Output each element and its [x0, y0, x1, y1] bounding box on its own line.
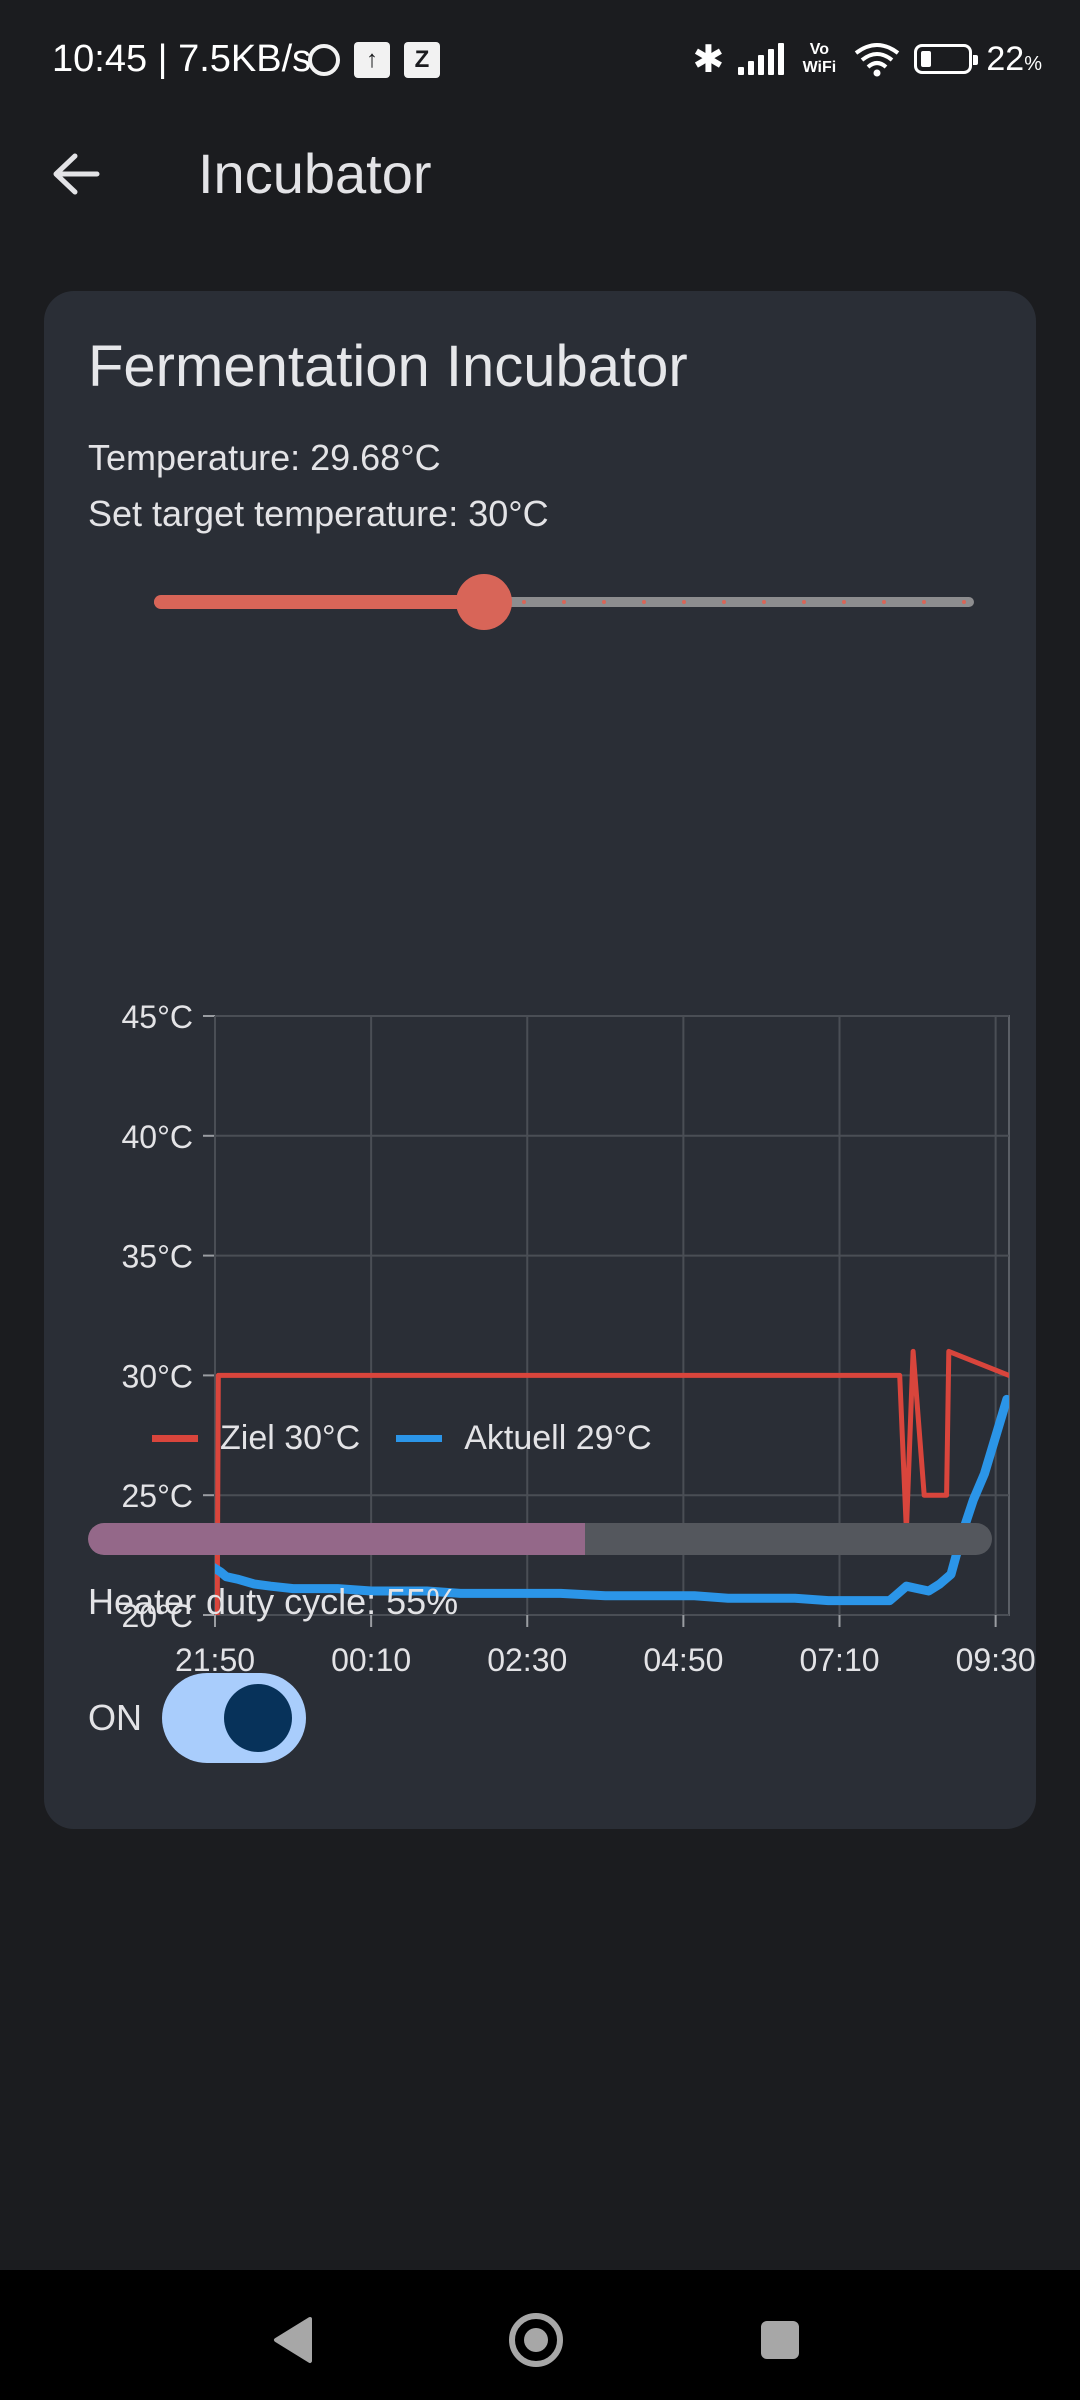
power-switch-label: ON: [88, 1697, 142, 1738]
current-temperature: Temperature: 29.68°C: [88, 437, 441, 478]
slider-tick: [922, 600, 926, 604]
slider-tick: [442, 600, 446, 604]
slider-thumb[interactable]: [455, 574, 512, 630]
signal-app-icon: [308, 44, 340, 76]
x-tick-label: 07:10: [799, 1642, 879, 1678]
slider-ticks: [162, 599, 966, 605]
back-button[interactable]: [36, 134, 116, 214]
page-title: Incubator: [198, 142, 432, 205]
legend-swatch-target: [152, 1435, 198, 1442]
slider-tick: [282, 600, 286, 604]
z-app-icon: Z: [404, 42, 440, 78]
y-tick-label: 35°C: [122, 1239, 194, 1275]
temperature-chart: 20°C 25°C 30°C 35°C 40°C 45°C 21:50 00:10 02:30 0…: [122, 999, 1036, 1678]
legend-item-target: Ziel 30°C: [152, 1419, 360, 1458]
nav-home-button[interactable]: [496, 2300, 576, 2380]
target-temperature-slider[interactable]: [154, 566, 974, 636]
slider-tick: [362, 600, 366, 604]
nav-back-button[interactable]: [252, 2300, 332, 2380]
slider-tick: [522, 600, 526, 604]
slider-tick: [682, 600, 686, 604]
slider-tick: [722, 600, 726, 604]
chart-legend: Ziel 30°C Aktuell 29°C: [152, 1419, 688, 1458]
power-switch-row: ON: [88, 1673, 306, 1763]
legend-swatch-actual: [396, 1435, 443, 1442]
bluetooth-icon: ✱: [692, 38, 725, 81]
triangle-back-icon: [274, 2317, 312, 2363]
x-tick-label: 04:50: [643, 1642, 723, 1678]
circle-home-icon: [509, 2313, 563, 2367]
y-tick-label: 20°C: [122, 1598, 194, 1634]
cellular-signal-icon: [738, 43, 785, 75]
x-tick-label: 00:10: [331, 1642, 411, 1678]
legend-item-actual: Aktuell 29°C: [396, 1419, 652, 1458]
slider-tick: [882, 600, 886, 604]
power-switch[interactable]: [162, 1673, 306, 1763]
slider-tick: [802, 600, 806, 604]
slider-tick: [202, 600, 206, 604]
slider-tick: [322, 600, 326, 604]
vowifi-icon: Vo WiFi: [802, 41, 837, 76]
square-recents-icon: [761, 2321, 799, 2359]
slider-tick: [762, 600, 766, 604]
card-title: Fermentation Incubator: [88, 334, 688, 399]
battery-percent: 22%: [986, 39, 1042, 78]
heater-duty-progress-fill: [88, 1523, 586, 1555]
x-tick-label: 21:50: [175, 1642, 255, 1678]
heater-duty-progress: [88, 1523, 992, 1555]
legend-label-target: Ziel 30°C: [220, 1419, 361, 1457]
y-tick-label: 40°C: [122, 1119, 194, 1155]
nav-recents-button[interactable]: [740, 2300, 820, 2380]
slider-tick: [562, 600, 566, 604]
y-tick-label: 30°C: [122, 1358, 194, 1394]
upload-icon: ↑: [354, 42, 390, 78]
x-tick-label: 02:30: [487, 1642, 567, 1678]
x-tick-label: 09:30: [956, 1642, 1036, 1678]
arrow-back-icon: [53, 153, 100, 195]
incubator-card: Fermentation Incubator Temperature: 29.6…: [44, 291, 1036, 1829]
app-bar: Incubator: [0, 120, 1080, 220]
status-notification-icons: ↑ Z: [308, 40, 440, 80]
series-line-actual: [215, 1394, 1009, 1606]
heater-duty-label: Heater duty cycle: 55%: [88, 1581, 459, 1622]
target-temperature-label: Set target temperature: 30°C: [88, 493, 549, 534]
slider-tick: [642, 600, 646, 604]
series-line-target: [215, 1348, 1009, 1615]
status-time: 10:45 | 7.5KB/s: [52, 38, 312, 80]
status-system-icons: ✱ Vo WiFi 22%: [693, 34, 1042, 84]
wifi-icon: [855, 43, 900, 77]
slider-active-track[interactable]: [154, 595, 484, 609]
slider-tick: [402, 600, 406, 604]
battery-icon: [914, 44, 979, 74]
slider-tick: [962, 600, 966, 604]
y-tick-label: 45°C: [122, 999, 194, 1035]
legend-label-actual: Aktuell 29°C: [464, 1419, 652, 1457]
y-tick-label: 25°C: [122, 1478, 194, 1514]
slider-tick: [242, 600, 246, 604]
power-switch-knob[interactable]: [224, 1684, 292, 1752]
slider-tick: [602, 600, 606, 604]
status-bar: 10:45 | 7.5KB/s ↑ Z ✱ Vo WiFi 22%: [0, 0, 1080, 120]
slider-tick: [842, 600, 846, 604]
slider-tick: [162, 600, 166, 604]
system-nav-bar: [0, 2270, 1080, 2400]
